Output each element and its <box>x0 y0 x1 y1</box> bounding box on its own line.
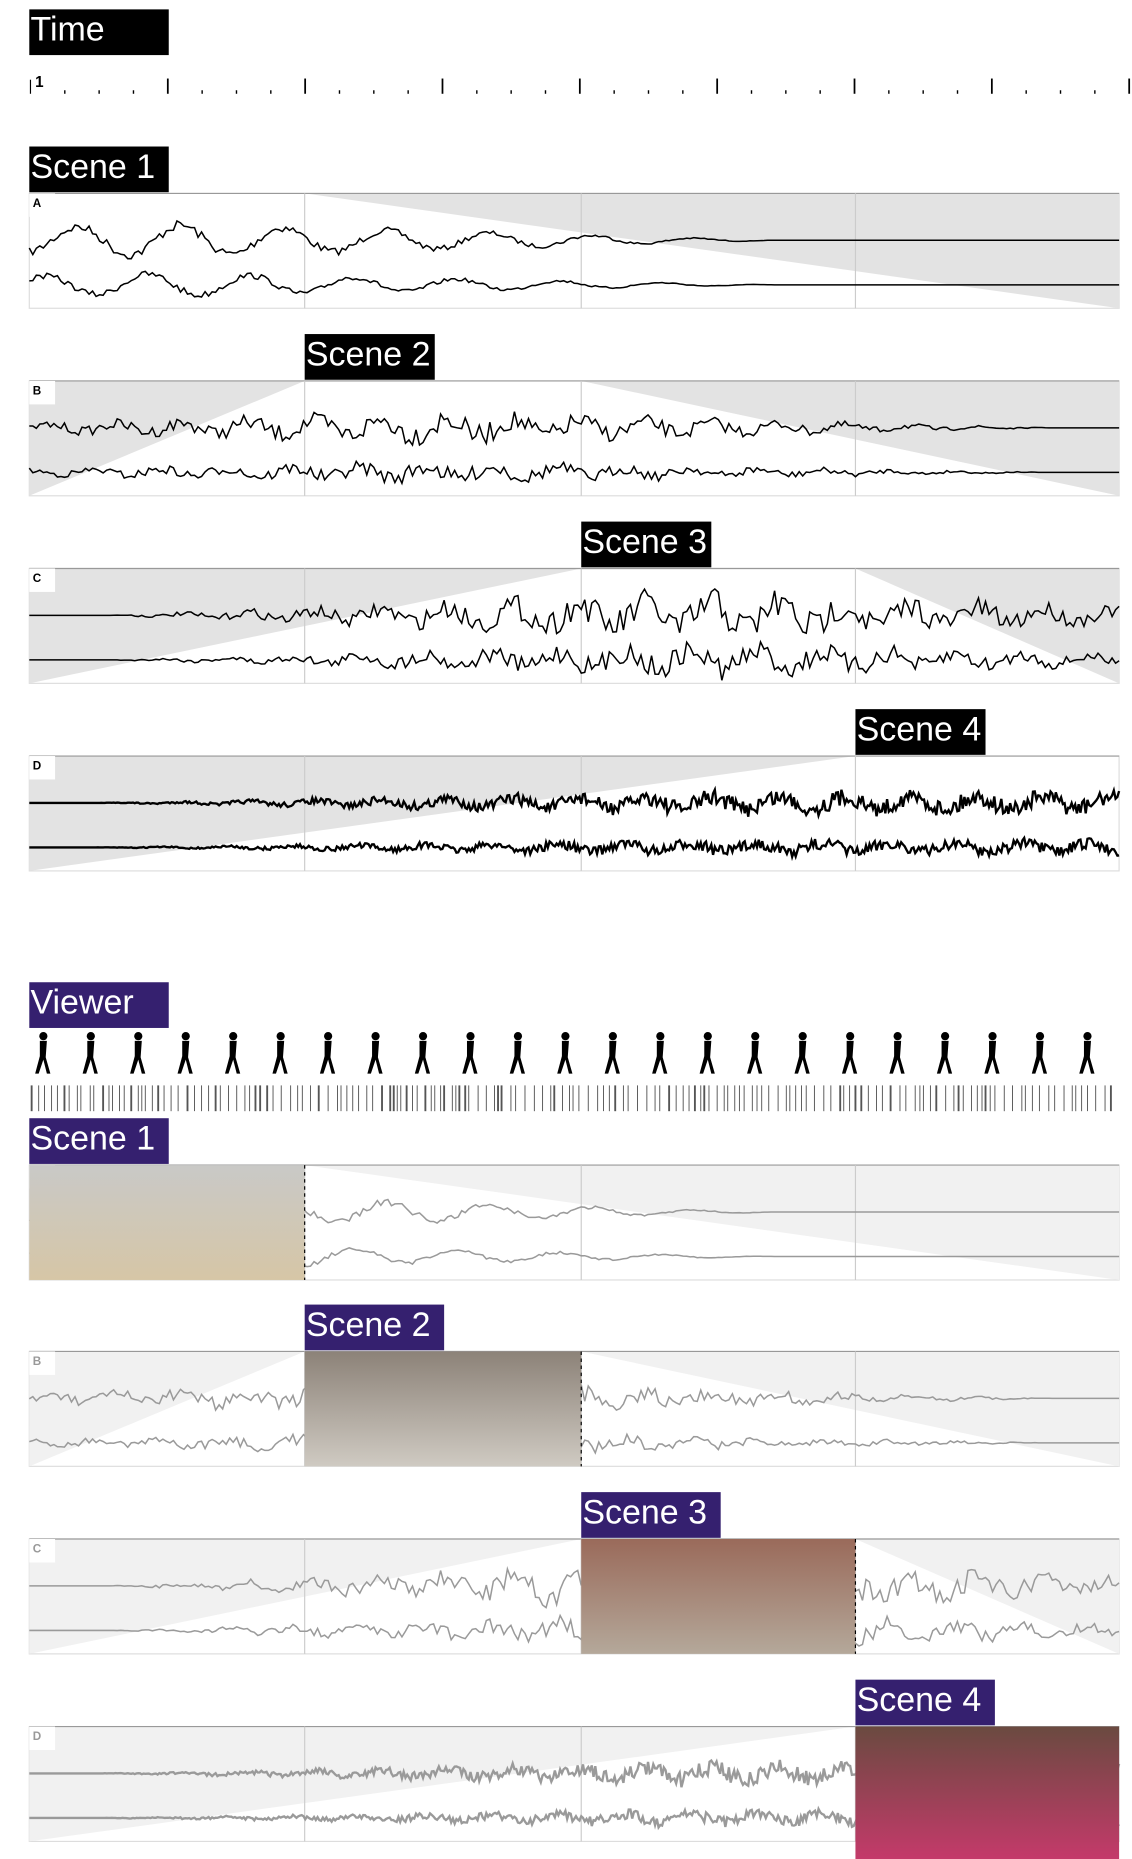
walker-body <box>130 1041 145 1074</box>
scene-label: Scene 1 <box>30 148 155 186</box>
walker-body <box>795 1041 810 1074</box>
scene-label: Scene 4 <box>857 710 982 748</box>
track-tag: B <box>33 1355 41 1368</box>
walker-body <box>1032 1041 1047 1074</box>
walker-head <box>609 1032 617 1040</box>
walker-head <box>894 1032 902 1040</box>
walker-body <box>367 1041 382 1074</box>
walker-body <box>984 1041 999 1074</box>
track-tag: C <box>33 1543 42 1556</box>
track-tag: C <box>33 572 42 585</box>
scene-photo <box>305 1351 582 1466</box>
walker-body <box>605 1041 620 1074</box>
track-tag: D <box>33 760 41 773</box>
track-tag: D <box>33 1730 41 1743</box>
walker-body <box>35 1041 50 1074</box>
walker-head <box>1036 1032 1044 1040</box>
walker-body <box>1079 1041 1094 1074</box>
walker-body <box>462 1041 477 1074</box>
viewer-title: Viewer <box>30 983 133 1021</box>
walker-head <box>656 1032 664 1040</box>
walker-head <box>182 1032 190 1040</box>
walker-head <box>751 1032 759 1040</box>
walker-head <box>134 1032 142 1040</box>
walker-body <box>320 1041 335 1074</box>
walker-body <box>747 1041 762 1074</box>
time-start: 1 <box>35 74 44 91</box>
time-title: Time <box>30 11 104 49</box>
walker-body <box>225 1041 240 1074</box>
track-tag: B <box>33 385 41 398</box>
walker-head <box>1083 1032 1091 1040</box>
viewer-scene-label: Scene 1 <box>30 1119 155 1157</box>
walker-head <box>229 1032 237 1040</box>
viewer-scene-label: Scene 4 <box>857 1681 982 1719</box>
track-tag: A <box>33 197 42 210</box>
walker-head <box>846 1032 854 1040</box>
walker-head <box>87 1032 95 1040</box>
walker-body <box>937 1041 952 1074</box>
viewer-scene-label: Scene 3 <box>582 1493 707 1531</box>
walker-head <box>988 1032 996 1040</box>
walker-body <box>842 1041 857 1074</box>
walker-head <box>371 1032 379 1040</box>
scene-label: Scene 2 <box>306 335 431 373</box>
scene-photo <box>581 1539 855 1654</box>
walker-body <box>652 1041 667 1074</box>
walker-body <box>415 1041 430 1074</box>
walker-body <box>510 1041 525 1074</box>
viewer-scene-label: Scene 2 <box>306 1306 431 1344</box>
walker-body <box>700 1041 715 1074</box>
walker-head <box>799 1032 807 1040</box>
walker-head <box>277 1032 285 1040</box>
scene-photo <box>855 1727 1119 1859</box>
walker-body <box>178 1041 193 1074</box>
walker-head <box>561 1032 569 1040</box>
scene-label: Scene 3 <box>582 523 707 561</box>
walker-head <box>704 1032 712 1040</box>
walker-head <box>324 1032 332 1040</box>
page: Time 1 Scene 1 A Scene 2 B Scene 3 C Scene 4 D Vie… <box>0 0 1132 1859</box>
walker-head <box>941 1032 949 1040</box>
walker-body <box>272 1041 287 1074</box>
walker-head <box>466 1032 474 1040</box>
walker-body <box>889 1041 904 1074</box>
walker-head <box>514 1032 522 1040</box>
walker-body <box>557 1041 572 1074</box>
scene-photo <box>29 1165 304 1280</box>
walker-body <box>83 1041 98 1074</box>
walker-head <box>39 1032 47 1040</box>
walker-head <box>419 1032 427 1040</box>
